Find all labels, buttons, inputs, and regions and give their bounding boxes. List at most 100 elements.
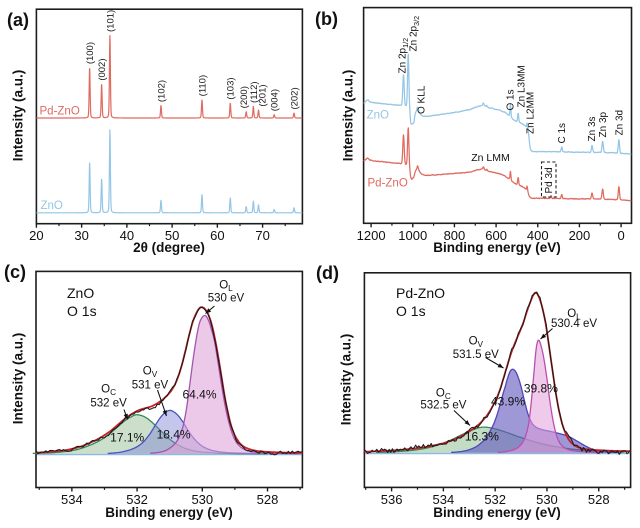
panel-b-tick-label: 400 xyxy=(527,228,549,243)
survey-znlmm-label: Zn LMM xyxy=(471,152,510,164)
o1s-annotation-symbol: OV xyxy=(469,336,484,349)
xrd-hkl-label: (110) xyxy=(197,75,208,96)
panel-b-tick-label: 1200 xyxy=(357,228,386,243)
panel-b-tick-label: 600 xyxy=(485,228,507,243)
o1s-annotation-symbol: OC xyxy=(101,384,116,397)
survey-peak-label: Zn L2MM xyxy=(525,92,536,134)
panel-a-tick-label: 70 xyxy=(255,228,269,243)
panel-c-tick-label: 534 xyxy=(61,492,83,507)
survey-peak-label: C 1s xyxy=(557,123,568,144)
o1s-annotation-ev: 530 eV xyxy=(208,293,245,305)
xrd-hkl-label: (112) xyxy=(249,81,260,102)
panel-d-letter: (d) xyxy=(316,263,339,283)
panel-c-sample-label: ZnO O 1s xyxy=(67,284,97,320)
o1s-annotation-ev: 532 eV xyxy=(90,398,127,410)
xrd-hkl-label: (101) xyxy=(105,10,116,32)
o1s-annotation-arrow-head xyxy=(540,333,547,339)
survey-trace-Pd-ZnO xyxy=(363,127,632,202)
panel-a-tick-label: 40 xyxy=(120,228,134,243)
panel-a: 20 30 40 50 60 70 Pd-ZnO ZnO (100)(002) (101) (102… xyxy=(29,8,304,243)
panel-b-tick-label: 200 xyxy=(569,228,591,243)
survey-trace-ZnO xyxy=(363,53,632,155)
panel-c-tick-label: 528 xyxy=(257,492,279,507)
panel-d-tick-label: 532 xyxy=(484,492,506,507)
o1s-fill-O_L xyxy=(497,340,602,453)
panel-b-tick-label: 800 xyxy=(444,228,466,243)
o1s-percent-label: 43.9% xyxy=(491,395,525,409)
panel-d-tick-label: 528 xyxy=(588,492,610,507)
o1s-annotation-arrow-head xyxy=(162,410,167,416)
o1s-annotation-ev: 531 eV xyxy=(132,380,169,392)
xrd-hkl-label: (103) xyxy=(226,77,237,99)
panel-b-trace-label-Pd-ZnO: Pd-ZnO xyxy=(368,178,408,190)
o1s-curve-O_L xyxy=(150,314,300,455)
panel-d-tick-label: 530 xyxy=(536,492,558,507)
panel-a-trace-label-ZnO: ZnO xyxy=(41,200,63,212)
panel-a-tick-label: 20 xyxy=(29,228,43,243)
panel-a-letter: (a) xyxy=(7,10,29,30)
xrd-hkl-label: (202) xyxy=(289,87,300,109)
xrd-hkl-label: (200) xyxy=(239,86,250,108)
o1s-annotation-arrow-head xyxy=(123,413,128,420)
survey-pd3d-label: Pd 3d xyxy=(544,167,555,193)
survey-peak-label: O 1s xyxy=(505,89,516,110)
survey-pd3d-box xyxy=(540,161,557,198)
panel-a-trace-label-Pd-ZnO: Pd-ZnO xyxy=(40,106,80,118)
panel-c-tick-label: 530 xyxy=(191,492,213,507)
xrd-hkl-label: (004) xyxy=(270,89,281,111)
o1s-raw-data xyxy=(35,306,303,456)
o1s-percent-label: 17.1% xyxy=(110,431,144,445)
survey-peak-label: Zn 3d xyxy=(615,110,626,136)
panel-d-tick-label: 536 xyxy=(381,492,403,507)
o1s-fill-O_L xyxy=(150,315,301,454)
survey-peak-label: O KLL xyxy=(417,85,428,114)
o1s-annotation-ev: 530.4 eV xyxy=(551,318,597,330)
panel-d-sample-name: Pd-ZnO xyxy=(396,285,446,301)
o1s-annotation-arrow-head xyxy=(464,420,470,426)
panel-c-sample-name: ZnO xyxy=(67,285,95,301)
panel-b-tick-label: 0 xyxy=(617,228,624,243)
panel-a-xaxis-title: 2θ (degree) xyxy=(133,240,205,255)
survey-peak-label: Zn L3MM xyxy=(516,65,527,107)
panel-b-letter: (b) xyxy=(315,9,338,29)
panel-b-xaxis-title: Binding energy (eV) xyxy=(433,240,561,255)
o1s-annotation-symbol: OL xyxy=(219,280,233,293)
o1s-percent-label: 64.4% xyxy=(182,388,216,402)
panel-c-xaxis-title: Binding energy (eV) xyxy=(105,505,233,520)
panel-a-tick-label: 60 xyxy=(210,228,224,243)
panel-c-tick-label: 532 xyxy=(126,492,148,507)
panel-c-yaxis-title: Intensity (a.u.) xyxy=(10,332,26,425)
panel-d-tick-label: 534 xyxy=(433,492,455,507)
o1s-annotation-ev: 532.5 eV xyxy=(420,400,466,412)
o1s-annotation-arrow-head xyxy=(497,363,504,368)
panel-d-xaxis-title: Binding energy (eV) xyxy=(433,505,561,520)
o1s-percent-label: 18.4% xyxy=(157,428,191,442)
o1s-annotation-arrow-head xyxy=(205,308,212,314)
xrd-hkl-label: (100) xyxy=(85,42,96,64)
panel-a-tick-label: 50 xyxy=(165,228,179,243)
xrd-hkl-label: (002) xyxy=(97,58,108,80)
xrd-trace-Pd-ZnO xyxy=(36,34,303,119)
survey-peak-label: Zn 2p3/2 xyxy=(409,16,421,52)
o1s-curve-O_L xyxy=(497,339,602,454)
survey-peak-label: Zn 3s xyxy=(587,116,598,141)
panel-b-tick-label: 1000 xyxy=(398,228,427,243)
panel-b-frame xyxy=(362,6,633,225)
survey-peak-label: Zn 3p xyxy=(598,111,609,137)
panel-d-region-name: O 1s xyxy=(396,303,426,320)
panel-a-yaxis-title: Intensity (a.u.) xyxy=(10,69,26,162)
panel-d-frame xyxy=(363,271,632,489)
survey-peak-label: Zn 2p1/2 xyxy=(398,38,410,74)
o1s-percent-label: 39.8% xyxy=(524,382,558,396)
panel-c-region-name: O 1s xyxy=(67,303,97,320)
o1s-percent-label: 16.3% xyxy=(465,430,499,444)
panel-a-frame xyxy=(35,8,304,225)
panel-d-yaxis-title: Intensity (a.u.) xyxy=(338,333,354,426)
panel-a-tick-label: 30 xyxy=(74,228,88,243)
xrd-hkl-label: (102) xyxy=(156,80,167,102)
panel-b-yaxis-title: Intensity (a.u.) xyxy=(340,69,356,162)
